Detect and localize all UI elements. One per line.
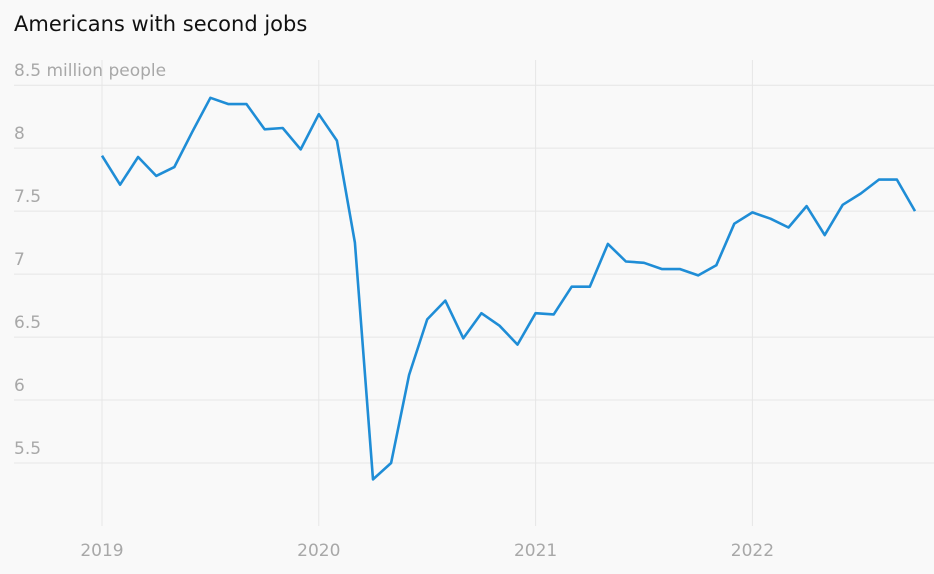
x-tick-label: 2022 bbox=[731, 541, 774, 561]
y-tick-label: 8 bbox=[14, 124, 25, 144]
chart-title: Americans with second jobs bbox=[14, 12, 307, 36]
y-tick-label: 7 bbox=[14, 250, 25, 270]
y-tick-label: 7.5 bbox=[14, 187, 41, 207]
y-tick-label: 8.5 million people bbox=[14, 61, 166, 81]
line bbox=[100, 96, 917, 481]
x-tick-label: 2019 bbox=[80, 541, 123, 561]
y-tick-label: 6.5 bbox=[14, 313, 41, 333]
x-tick-label: 2021 bbox=[514, 541, 557, 561]
y-tick-label: 6 bbox=[14, 376, 25, 396]
y-tick-label: 5.5 bbox=[14, 439, 41, 459]
x-tick-label: 2020 bbox=[297, 541, 340, 561]
